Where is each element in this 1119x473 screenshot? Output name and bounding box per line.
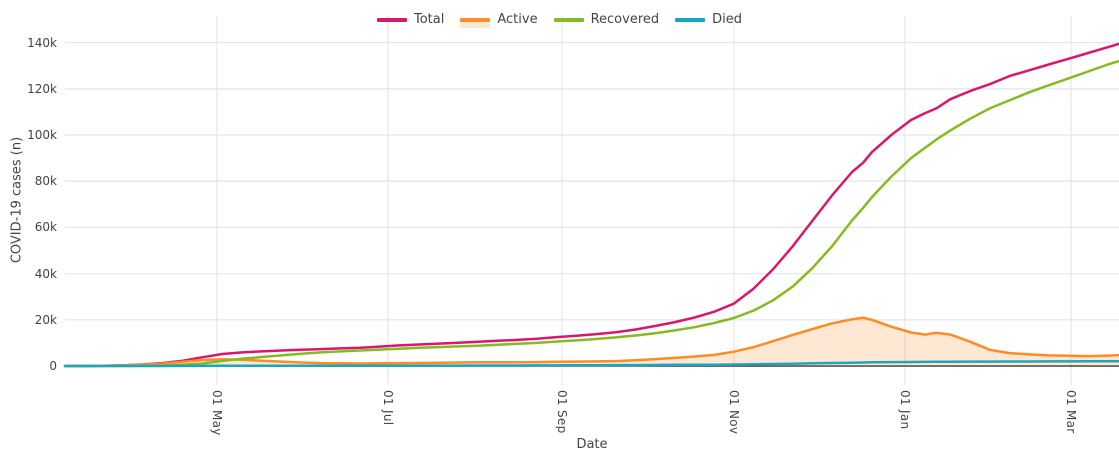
xtick-01-may: 01 May xyxy=(210,390,224,436)
active-line-swatch xyxy=(460,12,491,28)
xtick-01-nov: 01 Nov xyxy=(727,390,741,435)
total-line-swatch xyxy=(376,12,407,28)
xtick-01-sep: 01 Sep xyxy=(555,390,569,434)
legend-item-died[interactable]: Died xyxy=(675,12,742,28)
legend-label-recovered: Recovered xyxy=(590,12,660,27)
active-line xyxy=(63,316,1119,368)
legend-label-died: Died xyxy=(712,12,743,27)
ytick-140k: 140k xyxy=(27,35,57,50)
horizontal-gridlines xyxy=(65,41,1119,321)
legend-item-recovered[interactable]: Recovered xyxy=(553,12,660,28)
recovered-line-swatch xyxy=(553,12,584,28)
x-axis-title: Date xyxy=(576,437,608,452)
xtick-01-jul: 01 Jul xyxy=(381,390,395,426)
ytick-60k: 60k xyxy=(34,220,57,235)
series-layer xyxy=(63,42,1119,368)
ytick-20k: 20k xyxy=(34,312,57,327)
xtick-01-mar: 01 Mar xyxy=(1064,390,1078,434)
xtick-01-jan: 01 Jan xyxy=(898,390,912,430)
chart-legend: Total Active Recovered Died xyxy=(0,12,1119,28)
legend-label-active: Active xyxy=(497,12,538,27)
ytick-100k: 100k xyxy=(27,128,57,142)
ytick-40k: 40k xyxy=(34,266,57,281)
y-axis-title: COVID-19 cases (n) xyxy=(9,136,25,264)
died-line xyxy=(63,359,1119,368)
ytick-120k: 120k xyxy=(27,81,57,96)
ytick-0: 0 xyxy=(49,359,57,373)
legend-label-total: Total xyxy=(413,12,445,27)
ytick-80k: 80k xyxy=(34,174,57,189)
died-line-swatch xyxy=(675,12,706,28)
recovered-line xyxy=(63,59,1119,368)
active-area xyxy=(65,317,1119,366)
legend-item-active[interactable]: Active xyxy=(460,12,538,28)
total-line xyxy=(63,42,1119,368)
legend-item-total[interactable]: Total xyxy=(376,12,445,28)
vertical-gridlines xyxy=(216,16,1072,385)
